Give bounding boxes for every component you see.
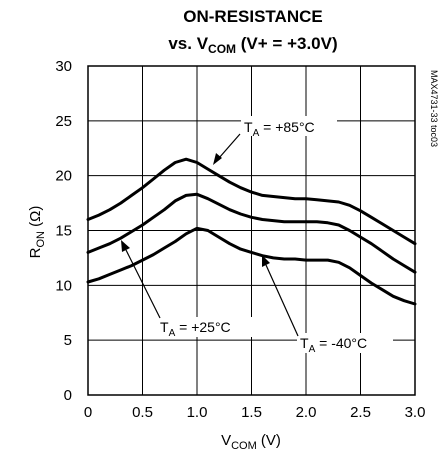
y-axis-label-unit: (Ω) bbox=[27, 206, 44, 231]
label-25-bg bbox=[156, 317, 252, 337]
label-40-rest: = -40°C bbox=[315, 335, 367, 351]
label-40-bg bbox=[297, 333, 393, 353]
y-tick-label-6: 30 bbox=[55, 58, 72, 75]
y-axis-label: RON (Ω) bbox=[27, 206, 47, 259]
plot-frame bbox=[87, 65, 416, 396]
x-ticks: 0 0.5 1.0 1.5 2.0 2.5 3.0 bbox=[84, 404, 426, 421]
label-85-bg bbox=[241, 116, 337, 136]
x-axis-label-sub: COM bbox=[231, 440, 257, 452]
y-axis-label-sub: ON bbox=[35, 231, 47, 248]
label-85-rest: = +85°C bbox=[259, 119, 314, 135]
title-pre: vs. V bbox=[168, 34, 208, 53]
y-tick-label-0: 0 bbox=[64, 387, 72, 404]
label-25-rest: = +25°C bbox=[175, 319, 230, 335]
series-line-1 bbox=[86, 192, 417, 274]
y-ticks: 0 5 10 15 20 25 30 bbox=[55, 58, 72, 404]
x-tick-label-4: 2.0 bbox=[296, 404, 317, 421]
chart-title-line2: vs. VCOM (V+ = +3.0V) bbox=[168, 34, 337, 56]
x-tick-label-5: 2.5 bbox=[350, 404, 371, 421]
y-tick-label-4: 20 bbox=[55, 168, 72, 185]
y-tick-label-1: 5 bbox=[64, 332, 72, 349]
label-85-sub: A bbox=[253, 128, 260, 139]
label-40-main: T bbox=[300, 335, 309, 351]
arrow-40-line bbox=[265, 264, 299, 337]
x-axis-label-main: V bbox=[221, 432, 231, 449]
x-tick-label-2: 1.0 bbox=[187, 404, 208, 421]
label-85-main: T bbox=[244, 119, 253, 135]
arrow-85-head bbox=[213, 153, 222, 165]
x-tick-label-0: 0 bbox=[84, 404, 92, 421]
y-tick-label-3: 15 bbox=[55, 223, 72, 240]
series-label-25: TA = +25°C bbox=[160, 319, 231, 339]
arrow-40-head bbox=[262, 255, 270, 267]
title-sub: COM bbox=[208, 42, 236, 56]
y-tick-label-2: 10 bbox=[55, 277, 72, 294]
y-axis-label-main: R bbox=[27, 247, 44, 258]
series-group bbox=[86, 157, 417, 306]
x-axis-label-unit: (V) bbox=[257, 432, 281, 449]
label-25-main: T bbox=[160, 319, 169, 335]
arrow-25-line bbox=[125, 249, 161, 319]
x-tick-label-3: 1.5 bbox=[241, 404, 262, 421]
x-tick-label-6: 3.0 bbox=[405, 404, 426, 421]
chart-title-line1: ON-RESISTANCE bbox=[183, 7, 322, 26]
x-axis-label: VCOM (V) bbox=[221, 432, 281, 452]
series-label-85: TA = +85°C bbox=[244, 119, 315, 139]
x-tick-label-1: 0.5 bbox=[132, 404, 153, 421]
side-label: MAX4731-33 toc03 bbox=[429, 70, 439, 147]
series-line-2 bbox=[86, 226, 417, 306]
series-label-40: TA = -40°C bbox=[300, 335, 367, 355]
arrow-85-line bbox=[218, 133, 241, 159]
series-line-0 bbox=[86, 157, 417, 246]
y-tick-label-5: 25 bbox=[55, 113, 72, 130]
label-40-sub: A bbox=[309, 344, 316, 355]
arrow-25-head bbox=[121, 240, 130, 252]
title-post: (V+ = +3.0V) bbox=[236, 34, 338, 53]
label-25-sub: A bbox=[169, 328, 176, 339]
